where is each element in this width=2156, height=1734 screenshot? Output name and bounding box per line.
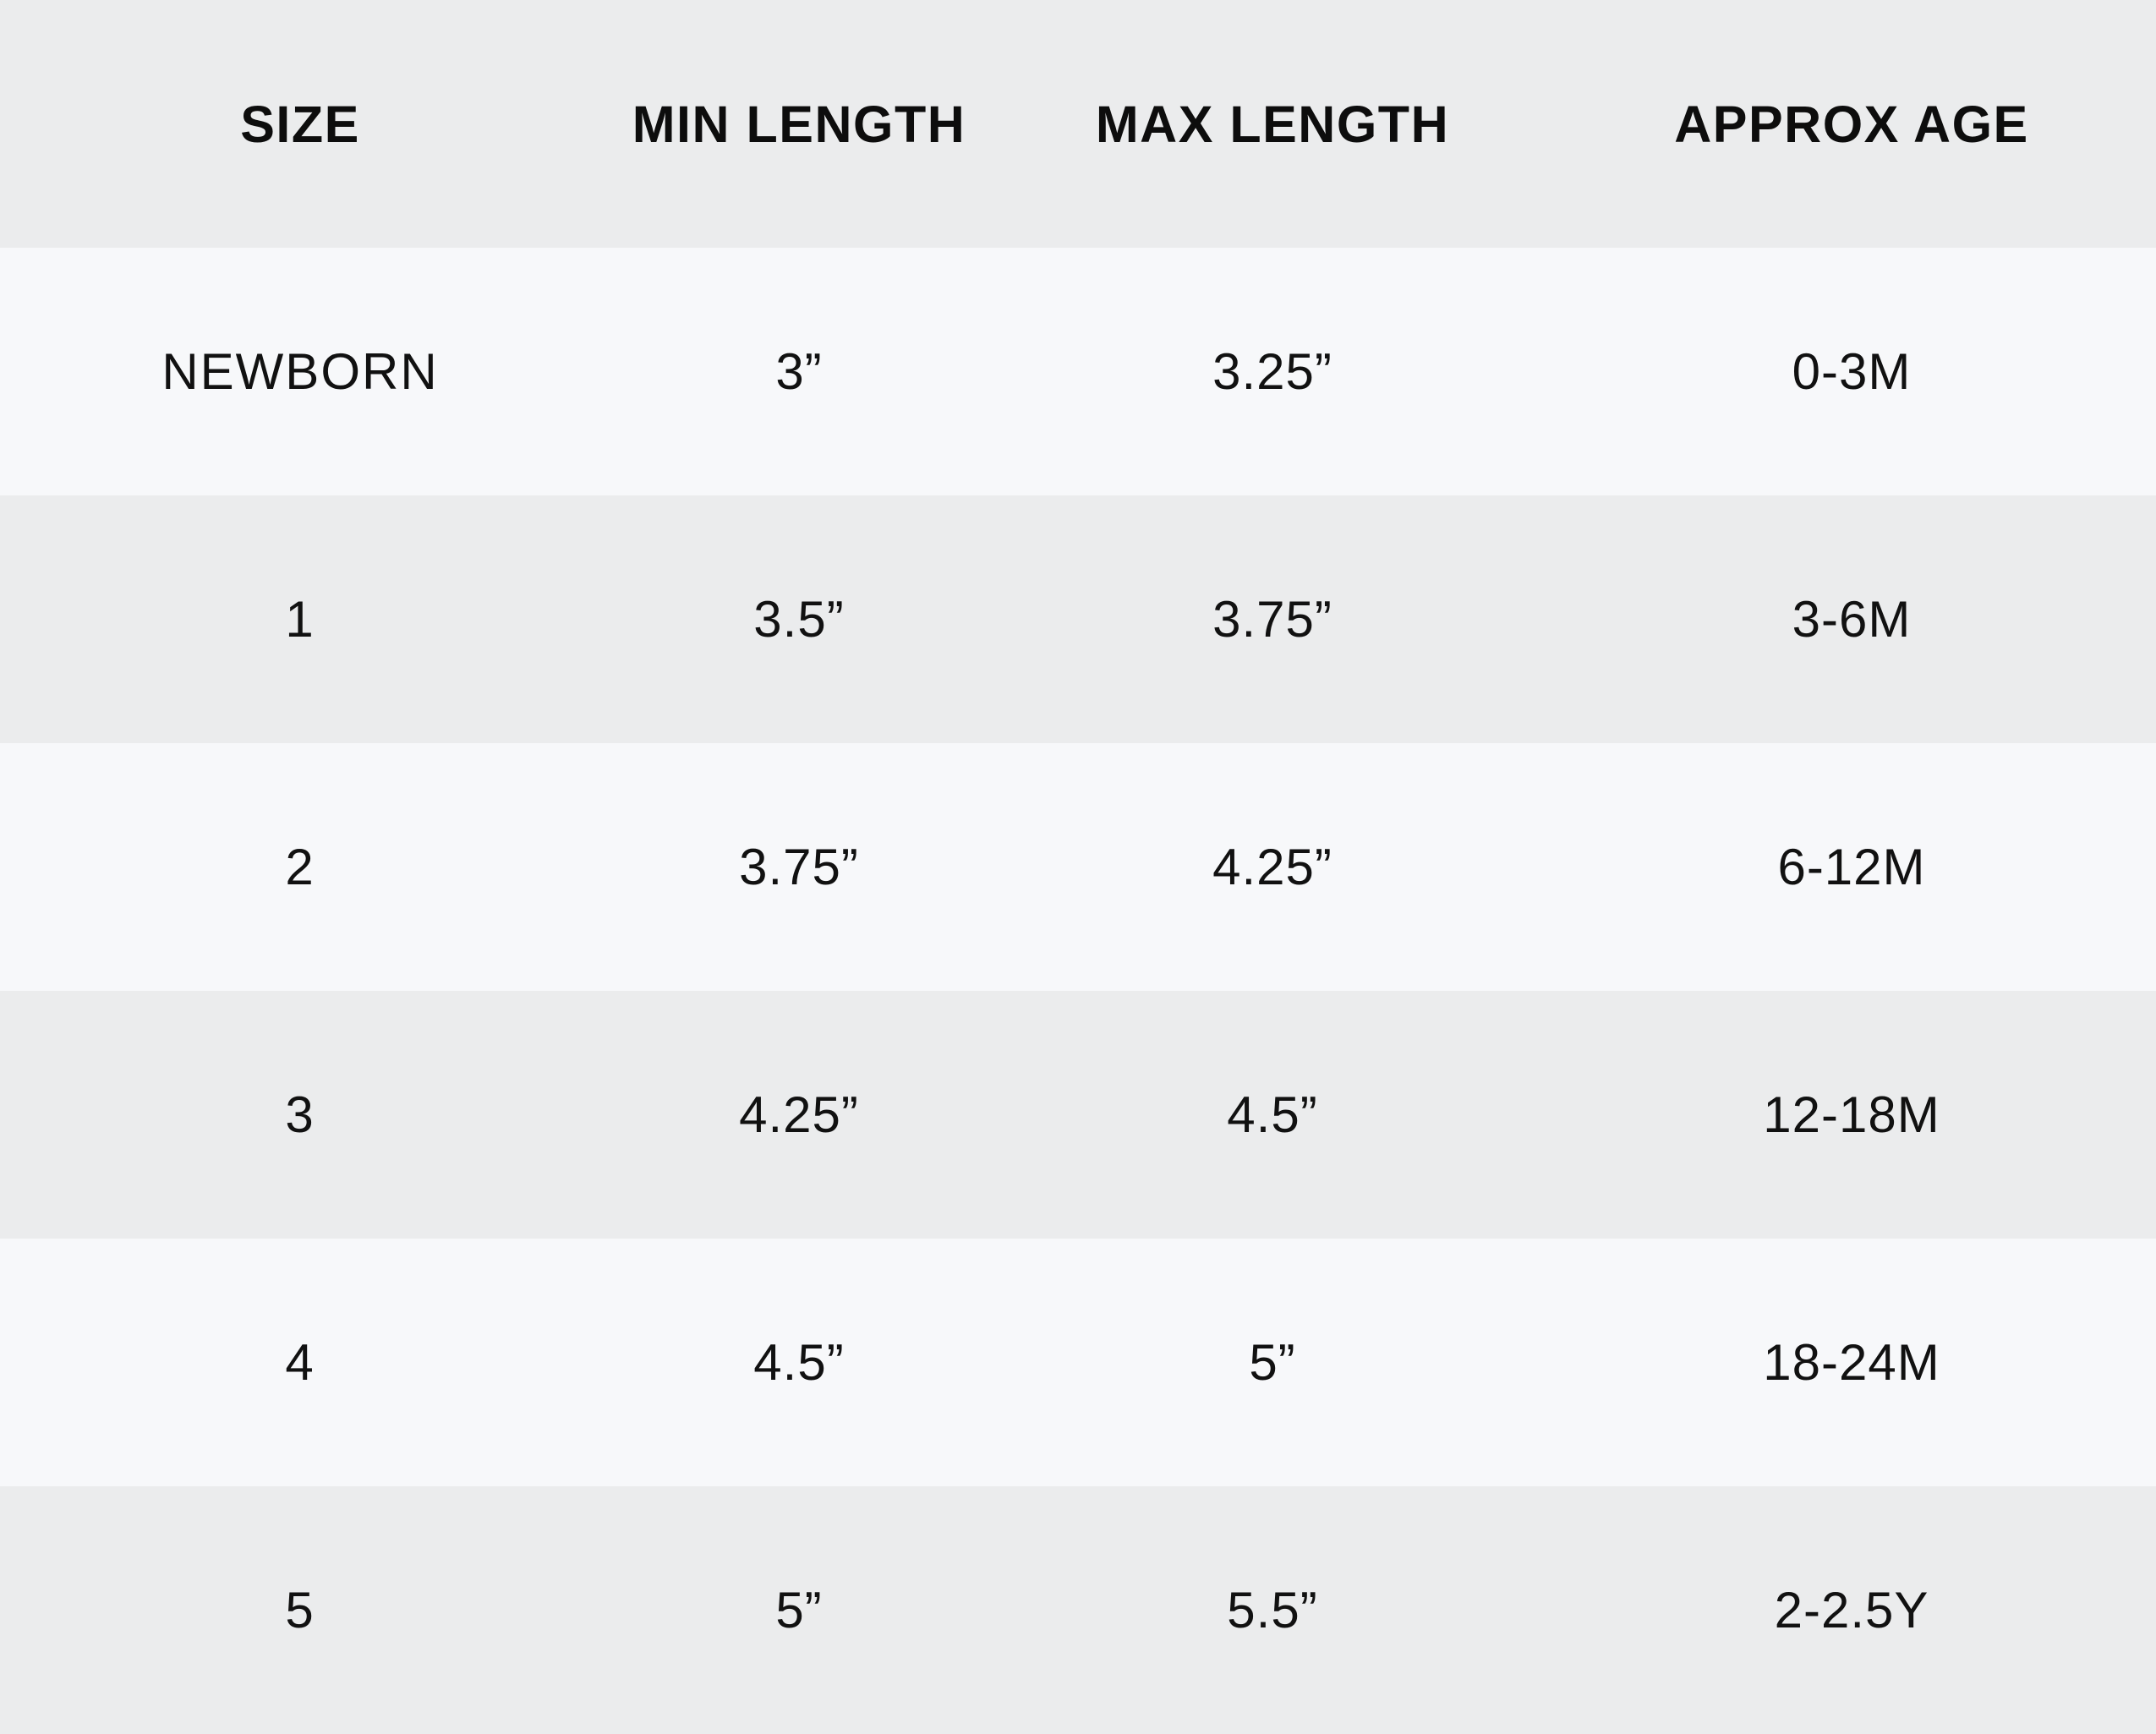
cell-max-length: 5.5” <box>1227 1582 1318 1638</box>
cell-approx-age: 3-6M <box>1792 591 1912 648</box>
column-header-max-length: MAX LENGTH <box>1095 95 1450 153</box>
cell-size: NEWBORN <box>161 343 439 400</box>
cell-size: 5 <box>285 1582 315 1638</box>
table-row: 3 4.25” 4.5” 12-18M <box>0 991 2156 1239</box>
cell-approx-age: 0-3M <box>1792 343 1912 400</box>
cell-min-length: 4.5” <box>753 1334 845 1391</box>
cell-max-length: 5” <box>1249 1334 1296 1391</box>
table-row: 2 3.75” 4.25” 6-12M <box>0 743 2156 991</box>
cell-min-length: 3.75” <box>739 839 859 895</box>
cell-min-length: 4.25” <box>739 1086 859 1143</box>
cell-approx-age: 18-24M <box>1763 1334 1940 1391</box>
table-row: 5 5” 5.5” 2-2.5Y <box>0 1486 2156 1734</box>
cell-max-length: 4.5” <box>1227 1086 1318 1143</box>
table-row: 1 3.5” 3.75” 3-6M <box>0 495 2156 743</box>
cell-max-length: 3.75” <box>1212 591 1332 648</box>
cell-min-length: 3” <box>775 343 823 400</box>
cell-approx-age: 12-18M <box>1763 1086 1940 1143</box>
table-body: NEWBORN 3” 3.25” 0-3M 1 3.5” 3.75” 3-6M … <box>0 248 2156 1734</box>
cell-min-length: 5” <box>775 1582 823 1638</box>
cell-min-length: 3.5” <box>753 591 845 648</box>
cell-max-length: 3.25” <box>1212 343 1332 400</box>
column-header-min-length: MIN LENGTH <box>632 95 966 153</box>
cell-approx-age: 6-12M <box>1777 839 1926 895</box>
table-row: 4 4.5” 5” 18-24M <box>0 1239 2156 1486</box>
cell-max-length: 4.25” <box>1212 839 1332 895</box>
cell-size: 4 <box>285 1334 315 1391</box>
cell-size: 1 <box>285 591 315 648</box>
cell-approx-age: 2-2.5Y <box>1774 1582 1929 1638</box>
header-row: SIZE MIN LENGTH MAX LENGTH APPROX AGE <box>0 0 2156 248</box>
column-header-approx-age: APPROX AGE <box>1674 95 2029 153</box>
table-header: SIZE MIN LENGTH MAX LENGTH APPROX AGE <box>0 0 2156 248</box>
column-header-size: SIZE <box>240 95 360 153</box>
table-row: NEWBORN 3” 3.25” 0-3M <box>0 248 2156 495</box>
cell-size: 2 <box>285 839 315 895</box>
cell-size: 3 <box>285 1086 315 1143</box>
